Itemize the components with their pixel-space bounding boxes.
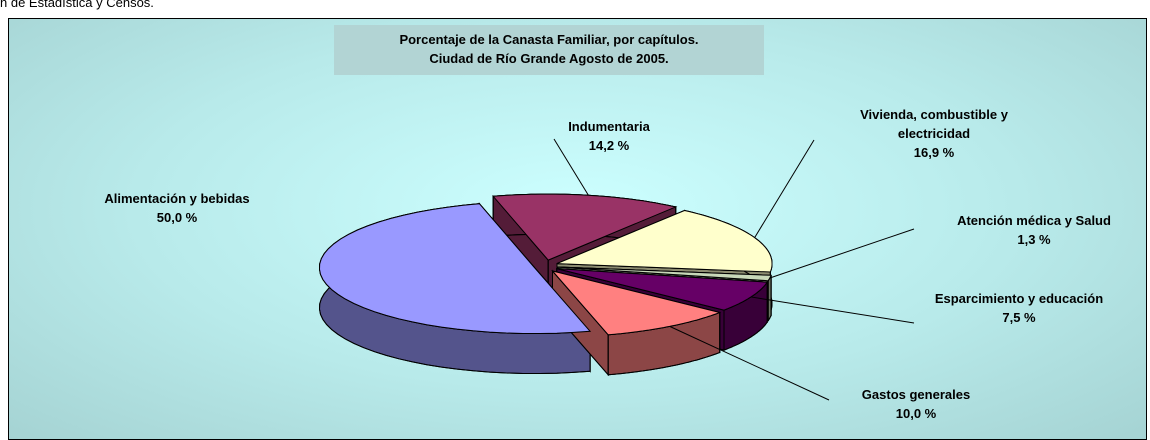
- category-label: Alimentación y bebidas: [104, 191, 250, 206]
- value-label: 16,9 %: [913, 145, 955, 160]
- value-label: 7,5 %: [1002, 310, 1036, 325]
- slice: [318, 203, 592, 334]
- title-line: Porcentaje de la Canasta Familiar, por c…: [399, 32, 699, 47]
- slice-shade: [767, 275, 772, 321]
- slice-label: Atención médica y Salud 1,3 %: [914, 211, 1150, 249]
- slice: [557, 266, 772, 282]
- leader-line: [750, 296, 915, 324]
- slice-label: Vivienda, combustible y electricidad 16,9…: [824, 105, 1044, 162]
- leader-line: [754, 139, 815, 238]
- chart: [318, 138, 915, 401]
- chart-area: Porcentaje de la Canasta Familiar, por c…: [8, 18, 1147, 440]
- category-label: Vivienda, combustible y electricidad: [860, 107, 1008, 141]
- slice-label: Indumentaria 14,2 %: [509, 117, 709, 155]
- category-label: Esparcimiento y educación: [934, 291, 1104, 306]
- value-label: 1,3 %: [1017, 232, 1051, 247]
- chart-title: Porcentaje de la Canasta Familiar, por c…: [334, 25, 764, 75]
- caption: n de Estadística y Censos.: [0, 0, 154, 10]
- title-line: Ciudad de Río Grande Agosto de 2005.: [429, 51, 669, 66]
- slice: [492, 193, 678, 261]
- category-label: Indumentaria: [568, 119, 650, 134]
- leader-line: [669, 325, 830, 401]
- value-label: 50,0 %: [156, 210, 198, 225]
- leader-line: [553, 138, 589, 196]
- category-label: Gastos generales: [861, 387, 971, 402]
- value-label: 10,0 %: [895, 406, 937, 421]
- leader-line: [769, 228, 915, 279]
- category-label: Atención médica y Salud: [957, 213, 1111, 228]
- slice-label: Gastos generales 10,0 %: [821, 385, 1011, 423]
- slice-label: Alimentación y bebidas 50,0 %: [67, 189, 287, 227]
- value-label: 14,2 %: [588, 138, 630, 153]
- slice-label: Esparcimiento y educación 7,5 %: [929, 289, 1109, 327]
